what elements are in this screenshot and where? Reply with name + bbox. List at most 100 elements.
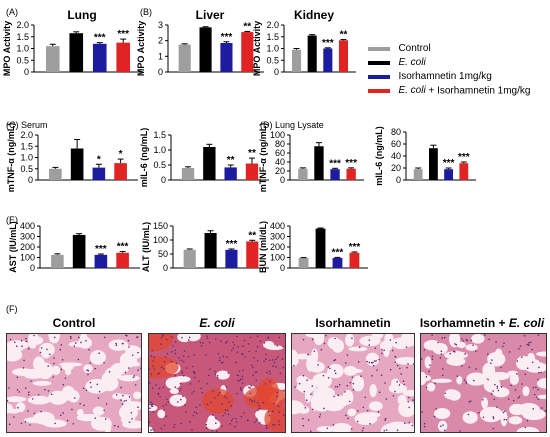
nucleus-dot <box>526 419 529 422</box>
nucleus-dot <box>47 390 50 392</box>
nucleus-dot <box>389 368 392 371</box>
alveolus <box>423 340 441 351</box>
nucleus-dot <box>394 356 397 358</box>
nucleus-dot <box>126 334 128 337</box>
alveolus <box>351 375 365 392</box>
nucleus-dot <box>251 364 253 367</box>
nucleus-dot <box>158 372 160 375</box>
nucleus-dot <box>179 387 182 390</box>
bar <box>203 147 216 180</box>
y-axis-label: AST (IU/mL) <box>8 221 18 273</box>
nucleus-dot <box>201 391 204 394</box>
nucleus-dot <box>47 365 49 367</box>
nucleus-dot <box>277 356 279 358</box>
nucleus-dot <box>157 393 160 396</box>
nucleus-dot <box>229 422 232 425</box>
nucleus-dot <box>334 337 336 340</box>
alveolus <box>536 378 546 389</box>
nucleus-dot <box>128 421 131 423</box>
nucleus-dot <box>174 352 177 355</box>
nucleus-dot <box>160 343 162 345</box>
nucleus-dot <box>225 397 228 399</box>
nucleus-dot <box>248 386 250 389</box>
nucleus-dot <box>77 336 80 339</box>
y-axis-label: MPO Activity <box>2 21 12 76</box>
nucleus-dot <box>337 394 340 396</box>
alveolus <box>536 351 546 357</box>
nucleus-dot <box>526 343 528 346</box>
legend: Control E. coli Isorhamnetin 1mg/kg E. c… <box>368 40 548 102</box>
nucleus-dot <box>435 408 438 410</box>
nucleus-dot <box>137 406 139 409</box>
bar <box>69 33 84 72</box>
nucleus-dot <box>425 386 428 389</box>
nucleus-dot <box>462 340 465 342</box>
bar <box>92 43 107 72</box>
nucleus-dot <box>133 375 136 377</box>
nucleus-dot <box>188 336 191 339</box>
nucleus-dot <box>441 337 444 339</box>
y-tick-label: 0.5 <box>153 160 166 170</box>
y-tick-label: 2 <box>158 36 163 46</box>
nucleus-dot <box>412 399 414 401</box>
nucleus-dot <box>385 398 388 400</box>
nucleus-dot <box>28 348 30 350</box>
nucleus-dot <box>227 372 230 374</box>
nucleus-dot <box>242 369 244 372</box>
nucleus-dot <box>535 386 537 389</box>
bar <box>349 252 360 268</box>
nucleus-dot <box>307 419 310 421</box>
nucleus-dot <box>136 336 139 338</box>
bar <box>298 258 309 268</box>
y-tick-label: 40 <box>391 151 401 161</box>
nucleus-dot <box>434 382 436 385</box>
nucleus-dot <box>254 371 257 374</box>
nucleus-dot <box>87 373 89 376</box>
nucleus-dot <box>313 350 316 352</box>
nucleus-dot <box>131 354 134 356</box>
nucleus-dot <box>443 429 446 432</box>
bar <box>224 167 237 180</box>
nucleus-dot <box>230 349 233 352</box>
bar <box>45 46 60 72</box>
nucleus-dot <box>161 335 164 337</box>
histology-label-isorhamnetin: Isorhamnetin <box>315 316 391 330</box>
nucleus-dot <box>158 387 161 390</box>
nucleus-dot <box>215 430 218 432</box>
bar <box>330 169 340 180</box>
nucleus-dot <box>247 343 250 345</box>
bar <box>298 168 308 180</box>
alveolus <box>122 401 141 411</box>
hemorrhage-patch <box>201 388 234 414</box>
alveolus <box>479 406 503 423</box>
nucleus-dot <box>465 339 468 341</box>
chart-title: Kidney <box>294 8 334 22</box>
nucleus-dot <box>443 336 446 339</box>
nucleus-dot <box>181 370 183 373</box>
nucleus-dot <box>398 384 401 386</box>
alveolus <box>312 372 332 389</box>
alveolus <box>391 378 400 389</box>
nucleus-dot <box>375 360 377 362</box>
nucleus-dot <box>403 383 405 386</box>
nucleus-dot <box>241 382 244 385</box>
nucleus-dot <box>165 338 168 341</box>
nucleus-dot <box>278 411 280 413</box>
nucleus-dot <box>531 361 534 364</box>
nucleus-dot <box>327 376 330 379</box>
alveolus <box>365 352 380 367</box>
alveolus <box>368 401 383 411</box>
nucleus-dot <box>90 386 92 388</box>
nucleus-dot <box>495 341 497 343</box>
nucleus-dot <box>537 398 540 400</box>
y-tick-label: 0 <box>158 67 163 77</box>
nucleus-dot <box>9 338 12 341</box>
nucleus-dot <box>488 338 491 341</box>
nucleus-dot <box>421 411 423 413</box>
nucleus-dot <box>131 418 133 420</box>
nucleus-dot <box>517 397 520 399</box>
nucleus-dot <box>540 371 542 374</box>
nucleus-dot <box>220 340 222 342</box>
nucleus-dot <box>425 376 428 378</box>
